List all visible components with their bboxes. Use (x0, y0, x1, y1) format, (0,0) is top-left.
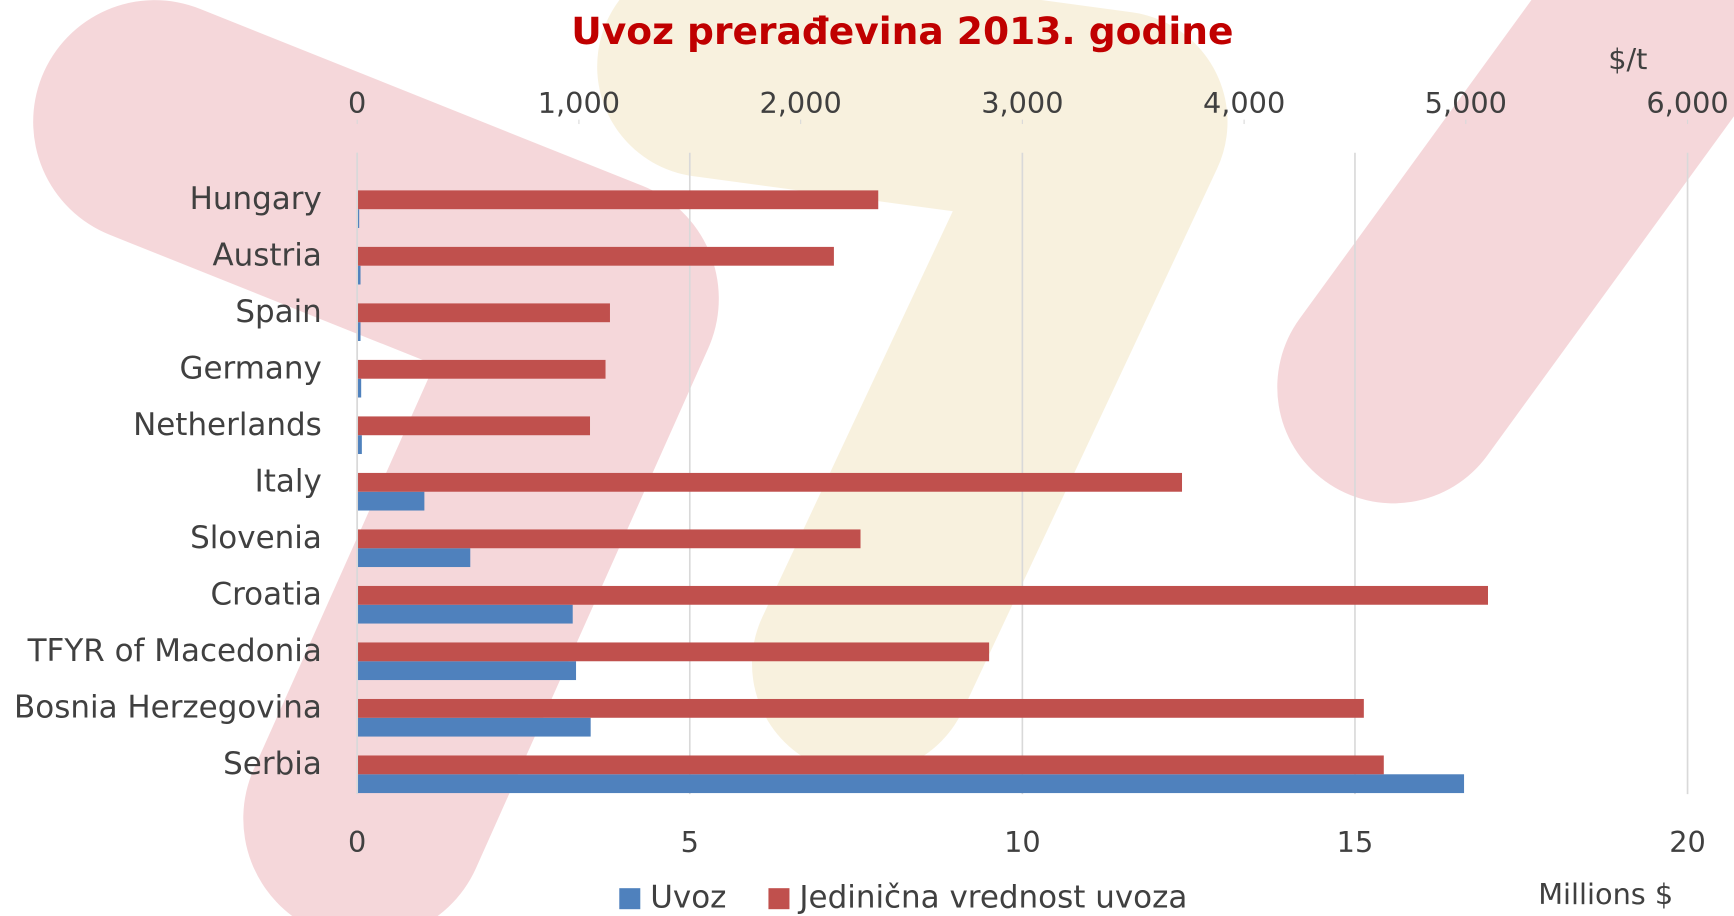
y-tick-label: Netherlands (133, 407, 322, 443)
y-tick-label: Austria (212, 237, 321, 273)
x2-tick-label: 6,000 (1646, 86, 1728, 120)
bar (357, 529, 860, 548)
legend-label: Jedinična vrednost uvoza (797, 880, 1187, 916)
decor-shape (1393, 22, 1658, 387)
y-tick-label: TFYR of Macedonia (27, 633, 322, 669)
x-axis-title: Millions $ (1538, 877, 1673, 911)
chart-title: Uvoz prerađevina 2013. godine (571, 9, 1233, 53)
bar (357, 360, 605, 379)
x-tick-label: 0 (348, 825, 366, 859)
bar (357, 718, 590, 737)
bar (357, 605, 573, 624)
legend-swatch (768, 888, 789, 909)
bar (357, 661, 576, 680)
bar (357, 416, 590, 435)
bar (357, 755, 1384, 774)
x-tick-label: 5 (681, 825, 699, 859)
legend-label: Uvoz (650, 880, 726, 916)
bar (357, 774, 1464, 793)
y-tick-label: Germany (180, 350, 322, 386)
x-tick-label: 10 (1004, 825, 1041, 859)
x2-tick-label: 1,000 (538, 86, 620, 120)
bar (357, 303, 610, 322)
x-tick-label: 15 (1337, 825, 1374, 859)
bar (357, 190, 878, 209)
bar (357, 492, 424, 511)
legend-swatch (619, 888, 640, 909)
chart: Uvoz prerađevina 2013. godine $/t Millio… (0, 0, 1734, 916)
bar (357, 548, 470, 567)
decor-shape (708, 67, 1117, 664)
x2-tick-label: 5,000 (1425, 86, 1507, 120)
y-tick-label: Croatia (211, 576, 322, 612)
x2-tick-label: 0 (348, 86, 366, 120)
x-tick-label: 20 (1669, 825, 1706, 859)
x2-tick-label: 3,000 (981, 86, 1063, 120)
bar (357, 699, 1364, 718)
x2-tick-label: 4,000 (1203, 86, 1285, 120)
y-tick-label: Spain (235, 294, 321, 330)
bar (357, 586, 1488, 605)
y-tick-label: Serbia (223, 746, 322, 782)
y-tick-label: Slovenia (190, 520, 322, 556)
y-tick-label: Hungary (190, 181, 322, 217)
bar (357, 642, 989, 661)
y-tick-label: Bosnia Herzegovina (14, 689, 322, 725)
bar (357, 473, 1182, 492)
x2-tick-label: 2,000 (759, 86, 841, 120)
bar (357, 247, 834, 266)
y-tick-label: Italy (255, 463, 322, 499)
x2-axis-title: $/t (1608, 42, 1647, 76)
